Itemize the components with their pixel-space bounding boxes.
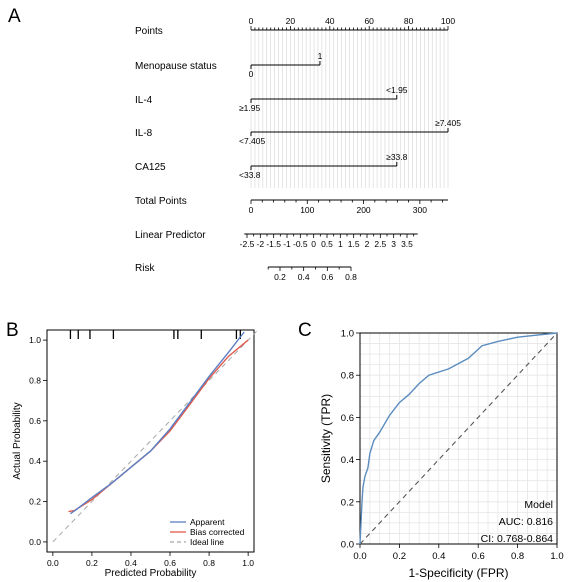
points-tick-label: 80 bbox=[404, 16, 414, 26]
risk-tick-label: 0.8 bbox=[345, 272, 357, 282]
lp-tick-label: 0.5 bbox=[321, 239, 333, 249]
total-points-tick-label: 200 bbox=[356, 205, 370, 215]
x-tick-label: 1.0 bbox=[242, 558, 254, 568]
row-label: CA125 bbox=[135, 162, 166, 173]
lp-tick-label: -1.5 bbox=[266, 239, 281, 249]
legend-entry: CI: 0.768-0.864 bbox=[481, 533, 554, 545]
y-tick-label: 0.0 bbox=[341, 540, 354, 551]
variable-level-label: ≥7.405 bbox=[435, 118, 461, 128]
lp-tick-label: -2.5 bbox=[240, 239, 255, 249]
total-points-tick-label: 300 bbox=[413, 205, 427, 215]
variable-level-label: ≥33.8 bbox=[386, 152, 407, 162]
row-label: Points bbox=[135, 26, 163, 37]
row-label: Total Points bbox=[135, 196, 187, 207]
row-label: Menopause status bbox=[135, 61, 217, 72]
y-tick-label: 0.2 bbox=[341, 497, 354, 508]
row-label: Linear Predictor bbox=[135, 230, 206, 241]
y-tick-label: 1.0 bbox=[29, 335, 41, 345]
lp-tick-label: 1.5 bbox=[348, 239, 360, 249]
row-label: Risk bbox=[135, 263, 155, 274]
panel-label-b: B bbox=[6, 320, 19, 341]
panel-label-c: C bbox=[298, 320, 312, 341]
roc-panel: C 0.0 0.2 0.4 0.6 0.8 1.0 0.0 0.2 0.4 0.6 0.8 1.0 1-… bbox=[298, 320, 564, 580]
x-tick-label: 0.0 bbox=[47, 558, 59, 568]
points-tick-label: 40 bbox=[325, 16, 335, 26]
y-tick-label: 0.8 bbox=[341, 371, 354, 382]
variable-level-label: <7.405 bbox=[239, 136, 266, 146]
x-tick-label: 0.8 bbox=[511, 551, 524, 562]
variable-level-label: 0 bbox=[249, 69, 254, 79]
lp-tick-label: 3.5 bbox=[401, 239, 413, 249]
total-points-tick-label: 0 bbox=[249, 205, 254, 215]
calibration-panel: B 0.0 0.2 0.4 0.6 0.8 1.0 0.0 0.2 0.4 0.6 0.8 1.0 Pr… bbox=[6, 320, 259, 579]
lp-tick-label: -2 bbox=[257, 239, 265, 249]
x-tick-label: 0.0 bbox=[353, 551, 366, 562]
points-tick-label: 100 bbox=[441, 16, 455, 26]
y-tick-label: 0.4 bbox=[29, 456, 41, 466]
x-tick-label: 0.6 bbox=[164, 558, 176, 568]
legend-entry: Bias corrected bbox=[190, 527, 245, 537]
x-tick-label: 0.2 bbox=[393, 551, 406, 562]
roc-curve bbox=[359, 332, 558, 545]
x-tick-label: 0.6 bbox=[472, 551, 485, 562]
y-tick-label: 0.2 bbox=[29, 497, 41, 507]
x-axis-label: Predicted Probability bbox=[105, 568, 197, 579]
plot-frame bbox=[359, 332, 558, 545]
x-axis-label: 1-Specificity (FPR) bbox=[408, 566, 508, 580]
risk-tick-label: 0.2 bbox=[274, 272, 286, 282]
legend-entry: Ideal line bbox=[190, 537, 224, 547]
y-tick-label: 0.6 bbox=[29, 416, 41, 426]
variable-level-label: ≥1.95 bbox=[239, 103, 260, 113]
x-tick-label: 0.4 bbox=[125, 558, 137, 568]
variable-level-label: <1.95 bbox=[386, 85, 408, 95]
y-axis-label: Actual Probability bbox=[12, 402, 23, 479]
x-tick-label: 1.0 bbox=[550, 551, 563, 562]
legend-entry: Apparent bbox=[190, 517, 225, 527]
y-axis-label: Sensitivity (TPR) bbox=[319, 394, 333, 483]
plot-frame bbox=[46, 329, 255, 553]
series-line-0 bbox=[70, 331, 245, 515]
y-tick-label: 0.4 bbox=[341, 455, 354, 466]
lp-tick-label: 1 bbox=[338, 239, 343, 249]
points-tick-label: 60 bbox=[364, 16, 374, 26]
variable-level-label: 1 bbox=[318, 51, 323, 61]
lp-tick-label: 3 bbox=[391, 239, 396, 249]
x-tick-label: 0.8 bbox=[203, 558, 215, 568]
series-line-2 bbox=[52, 329, 259, 543]
risk-tick-label: 0.6 bbox=[321, 272, 333, 282]
lp-tick-label: 2.5 bbox=[374, 239, 386, 249]
row-label: IL-4 bbox=[135, 95, 153, 106]
row-label: IL-8 bbox=[135, 128, 153, 139]
legend-entry: AUC: 0.816 bbox=[499, 516, 553, 528]
legend-entry: Model bbox=[524, 499, 553, 511]
chance-line bbox=[359, 332, 558, 545]
risk-tick-label: 0.4 bbox=[298, 272, 310, 282]
y-tick-label: 0.6 bbox=[341, 413, 354, 424]
lp-tick-label: 0 bbox=[311, 239, 316, 249]
lp-tick-label: -1 bbox=[283, 239, 291, 249]
panel-label-a: A bbox=[8, 6, 21, 27]
points-tick-label: 20 bbox=[286, 16, 296, 26]
points-tick-label: 0 bbox=[249, 16, 254, 26]
y-tick-label: 0.0 bbox=[29, 537, 41, 547]
lp-tick-label: -0.5 bbox=[293, 239, 308, 249]
x-tick-label: 0.2 bbox=[86, 558, 98, 568]
series-line-1 bbox=[68, 339, 249, 513]
total-points-tick-label: 100 bbox=[300, 205, 314, 215]
variable-level-label: <33.8 bbox=[239, 170, 261, 180]
lp-tick-label: 2 bbox=[365, 239, 370, 249]
y-tick-label: 1.0 bbox=[341, 329, 354, 340]
y-tick-label: 0.8 bbox=[29, 375, 41, 385]
x-tick-label: 0.4 bbox=[432, 551, 445, 562]
